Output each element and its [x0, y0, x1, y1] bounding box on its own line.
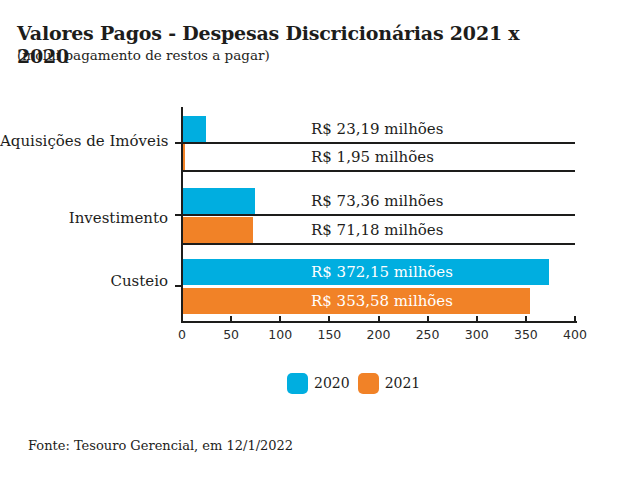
x-tick — [181, 316, 183, 322]
value-label-aquisicoes-2021: R$ 1,95 milhões — [311, 144, 434, 170]
y-tick — [175, 214, 181, 216]
x-tick-label: 200 — [367, 327, 391, 342]
x-tick-label: 300 — [465, 327, 489, 342]
x-tick — [279, 316, 281, 322]
category-label-aquisicoes: Aquisições de Imóveis — [0, 128, 168, 154]
y-tick — [175, 142, 181, 144]
x-tick — [574, 316, 576, 322]
x-tick-label: 50 — [223, 327, 239, 342]
source-note: Fonte: Tesouro Gerencial, em 12/1/2022 — [28, 438, 293, 453]
x-tick-label: 150 — [317, 327, 341, 342]
legend-swatch-2021 — [358, 373, 379, 394]
x-tick — [476, 316, 478, 322]
page-subtitle: (inclui pagamento de restos a pagar) — [17, 47, 437, 63]
value-label-aquisicoes-2020: R$ 23,19 milhões — [311, 116, 443, 142]
value-label-investimento-2021: R$ 71,18 milhões — [311, 217, 443, 243]
x-tick — [525, 316, 527, 322]
category-label-investimento: Investimento — [0, 205, 168, 231]
value-label-custeio-2021: R$ 353,58 milhões — [311, 288, 453, 314]
row-separator — [181, 243, 575, 245]
y-tick — [175, 285, 181, 287]
bar-aquisicoes-2021 — [183, 144, 185, 170]
value-label-custeio-2020: R$ 372,15 milhões — [311, 259, 453, 285]
x-tick-label: 350 — [514, 327, 538, 342]
x-tick-label: 100 — [268, 327, 292, 342]
row-separator — [181, 214, 575, 216]
legend-swatch-2020 — [287, 373, 308, 394]
x-tick-label: 250 — [416, 327, 440, 342]
bar-investimento-2021 — [183, 217, 253, 243]
x-tick-label: 400 — [563, 327, 587, 342]
bar-investimento-2020 — [183, 188, 255, 214]
x-tick-label: 0 — [178, 327, 186, 342]
x-tick — [328, 316, 330, 322]
legend: 2020 2021 — [287, 373, 428, 394]
legend-label-2020: 2020 — [314, 373, 350, 394]
value-label-investimento-2020: R$ 73,36 milhões — [311, 188, 443, 214]
legend-label-2021: 2021 — [385, 373, 421, 394]
category-label-custeio: Custeio — [0, 268, 168, 294]
x-tick — [427, 316, 429, 322]
chart-page: { "page": { "title": "Valores Pagos - De… — [0, 0, 640, 479]
row-separator — [181, 170, 575, 172]
x-tick — [230, 316, 232, 322]
bar-aquisicoes-2020 — [183, 116, 206, 142]
x-tick — [378, 316, 380, 322]
